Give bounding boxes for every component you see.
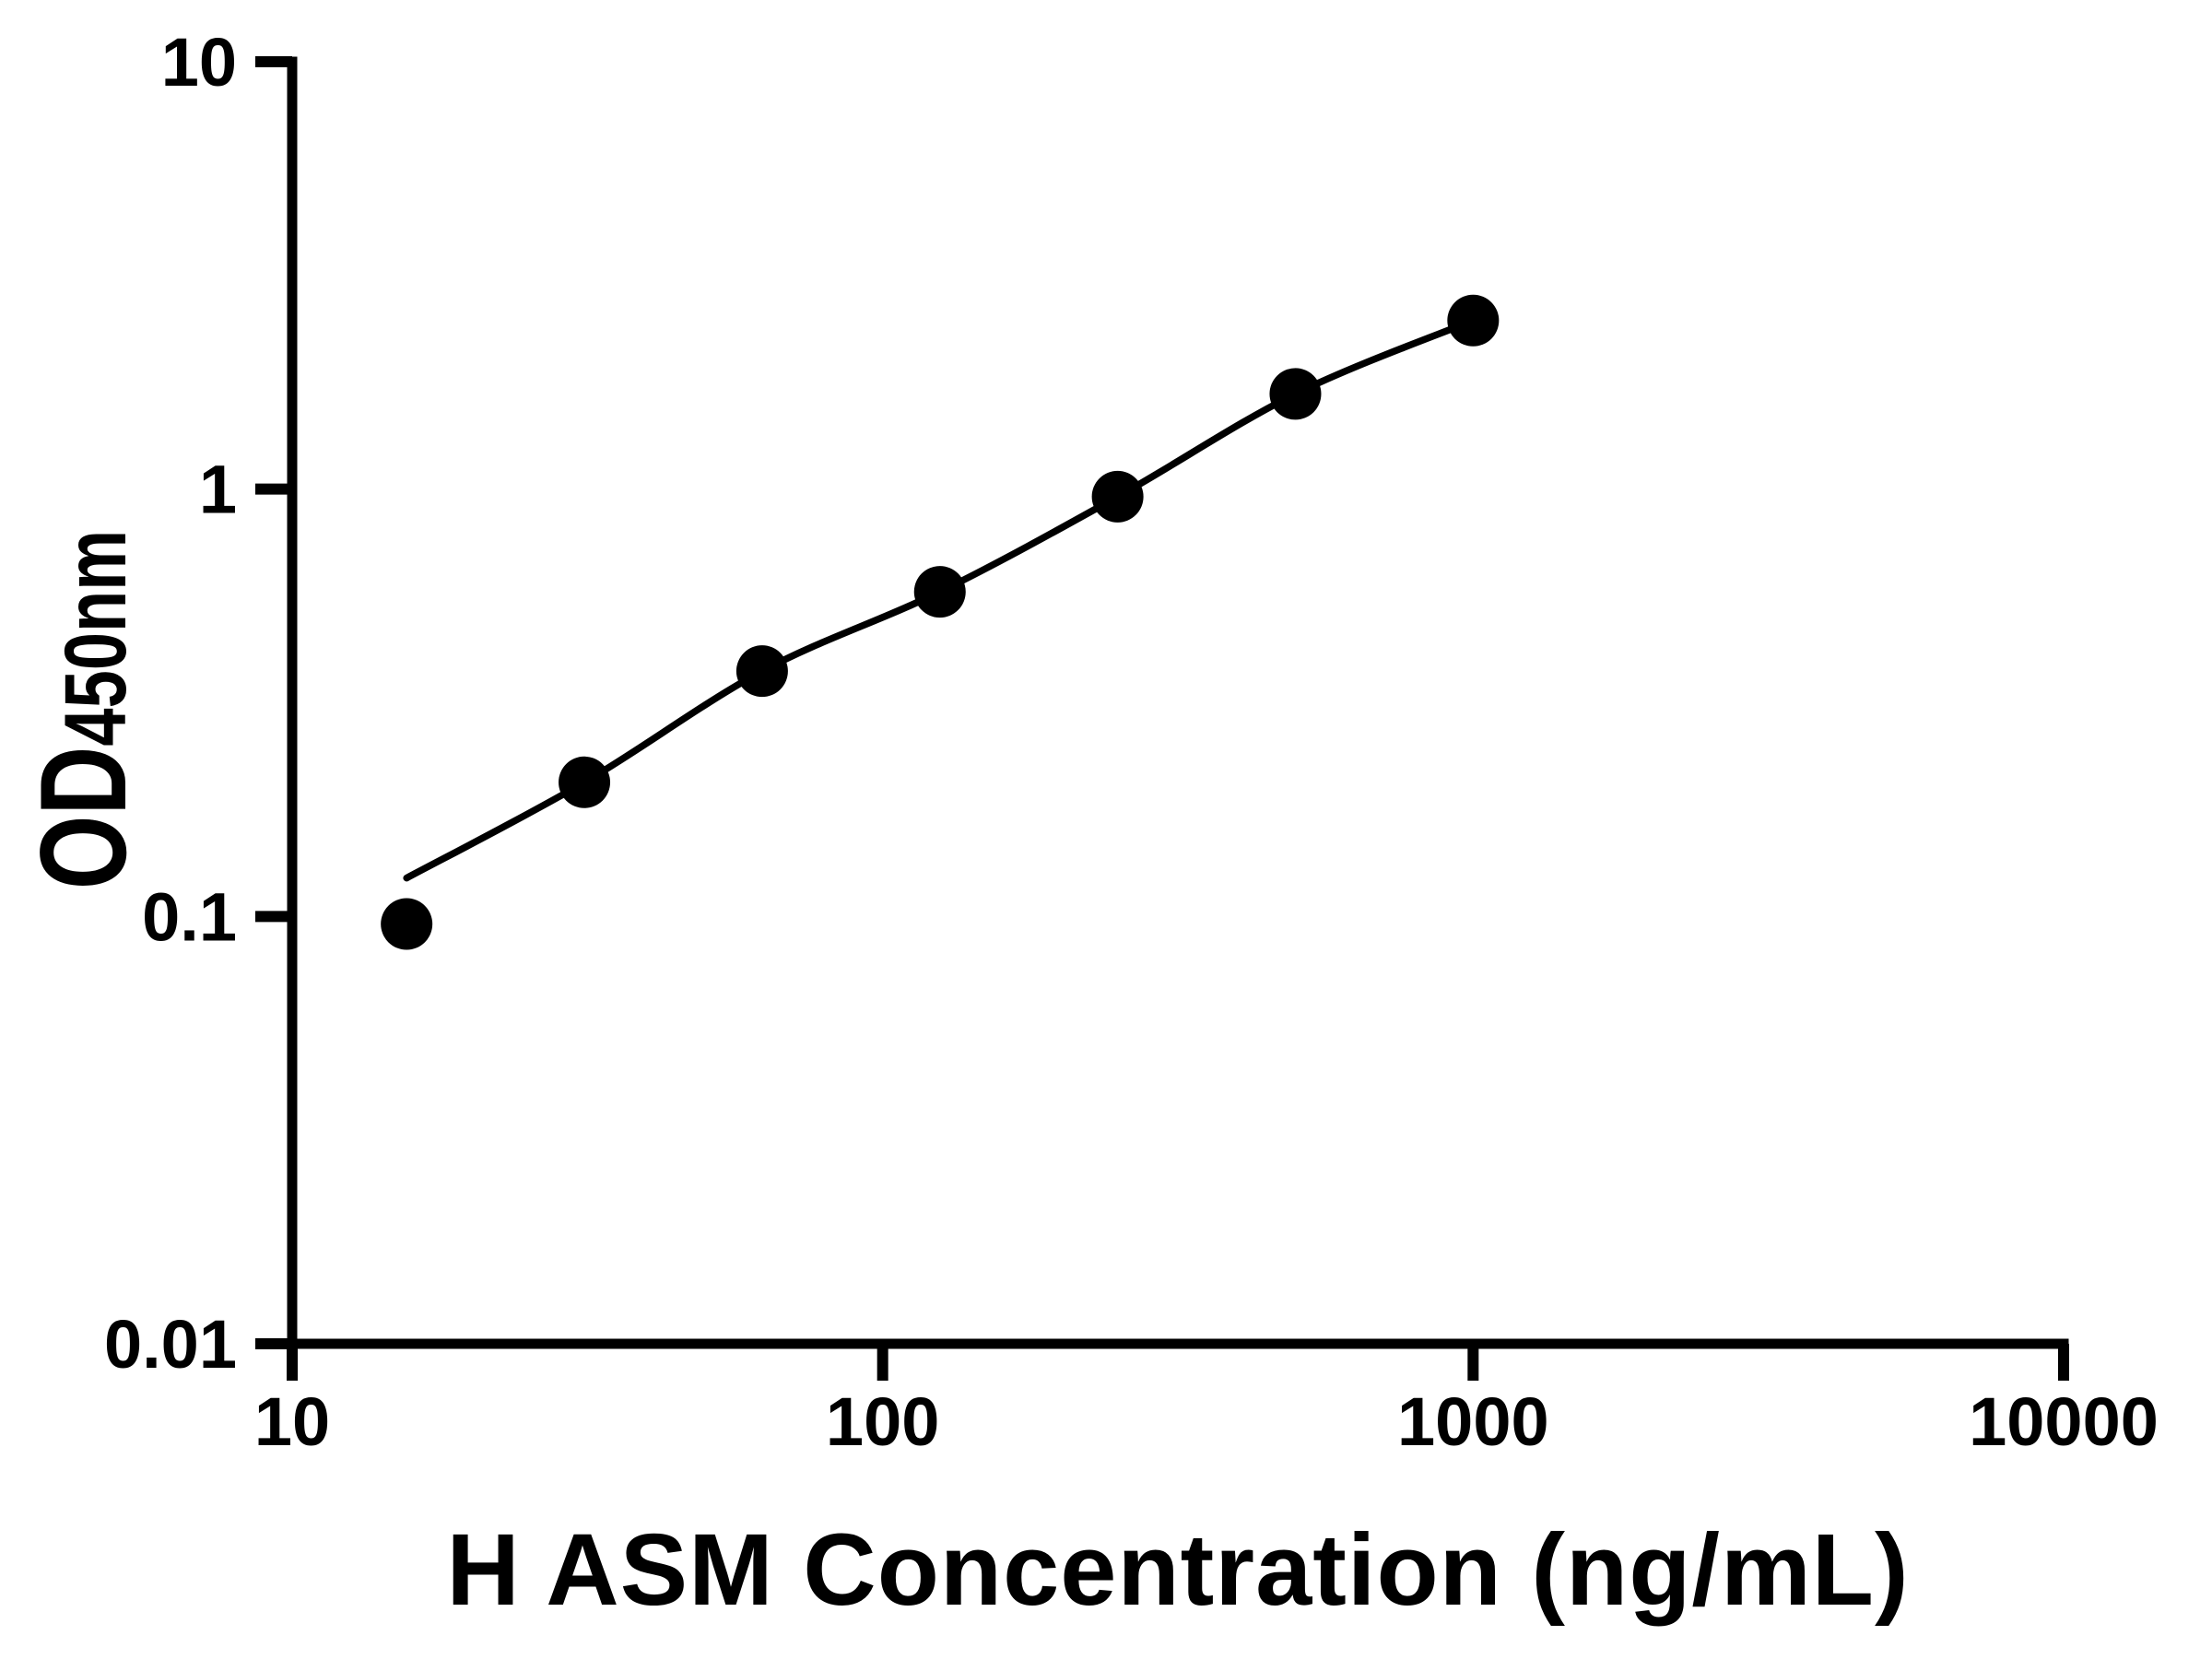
y-axis-title-text: OD450nm [14, 530, 154, 889]
y-axis-title-main: OD [16, 746, 152, 890]
y-tick-label: 10 [161, 24, 237, 100]
x-tick-label: 1000 [1397, 1383, 1549, 1460]
y-axis-title-sub: 450nm [47, 529, 145, 747]
data-point-marker [1269, 368, 1322, 420]
x-axis-title: H ASM Concentration (ng/mL) [446, 1513, 1910, 1627]
x-tick-label: 10 [254, 1383, 330, 1460]
data-point-marker [381, 898, 433, 950]
y-tick-label: 1 [199, 452, 237, 528]
data-point-marker [913, 566, 966, 618]
y-tick-label: 0.01 [104, 1306, 237, 1382]
data-point-marker [559, 756, 611, 808]
x-tick-label: 100 [826, 1383, 939, 1460]
y-tick-label: 0.1 [142, 878, 237, 955]
data-point-marker [1091, 470, 1144, 523]
y-axis-title: OD450nm [14, 479, 154, 941]
data-point-marker [735, 645, 788, 698]
x-tick-label: 10000 [1969, 1383, 2159, 1460]
data-point-marker [1447, 294, 1500, 347]
